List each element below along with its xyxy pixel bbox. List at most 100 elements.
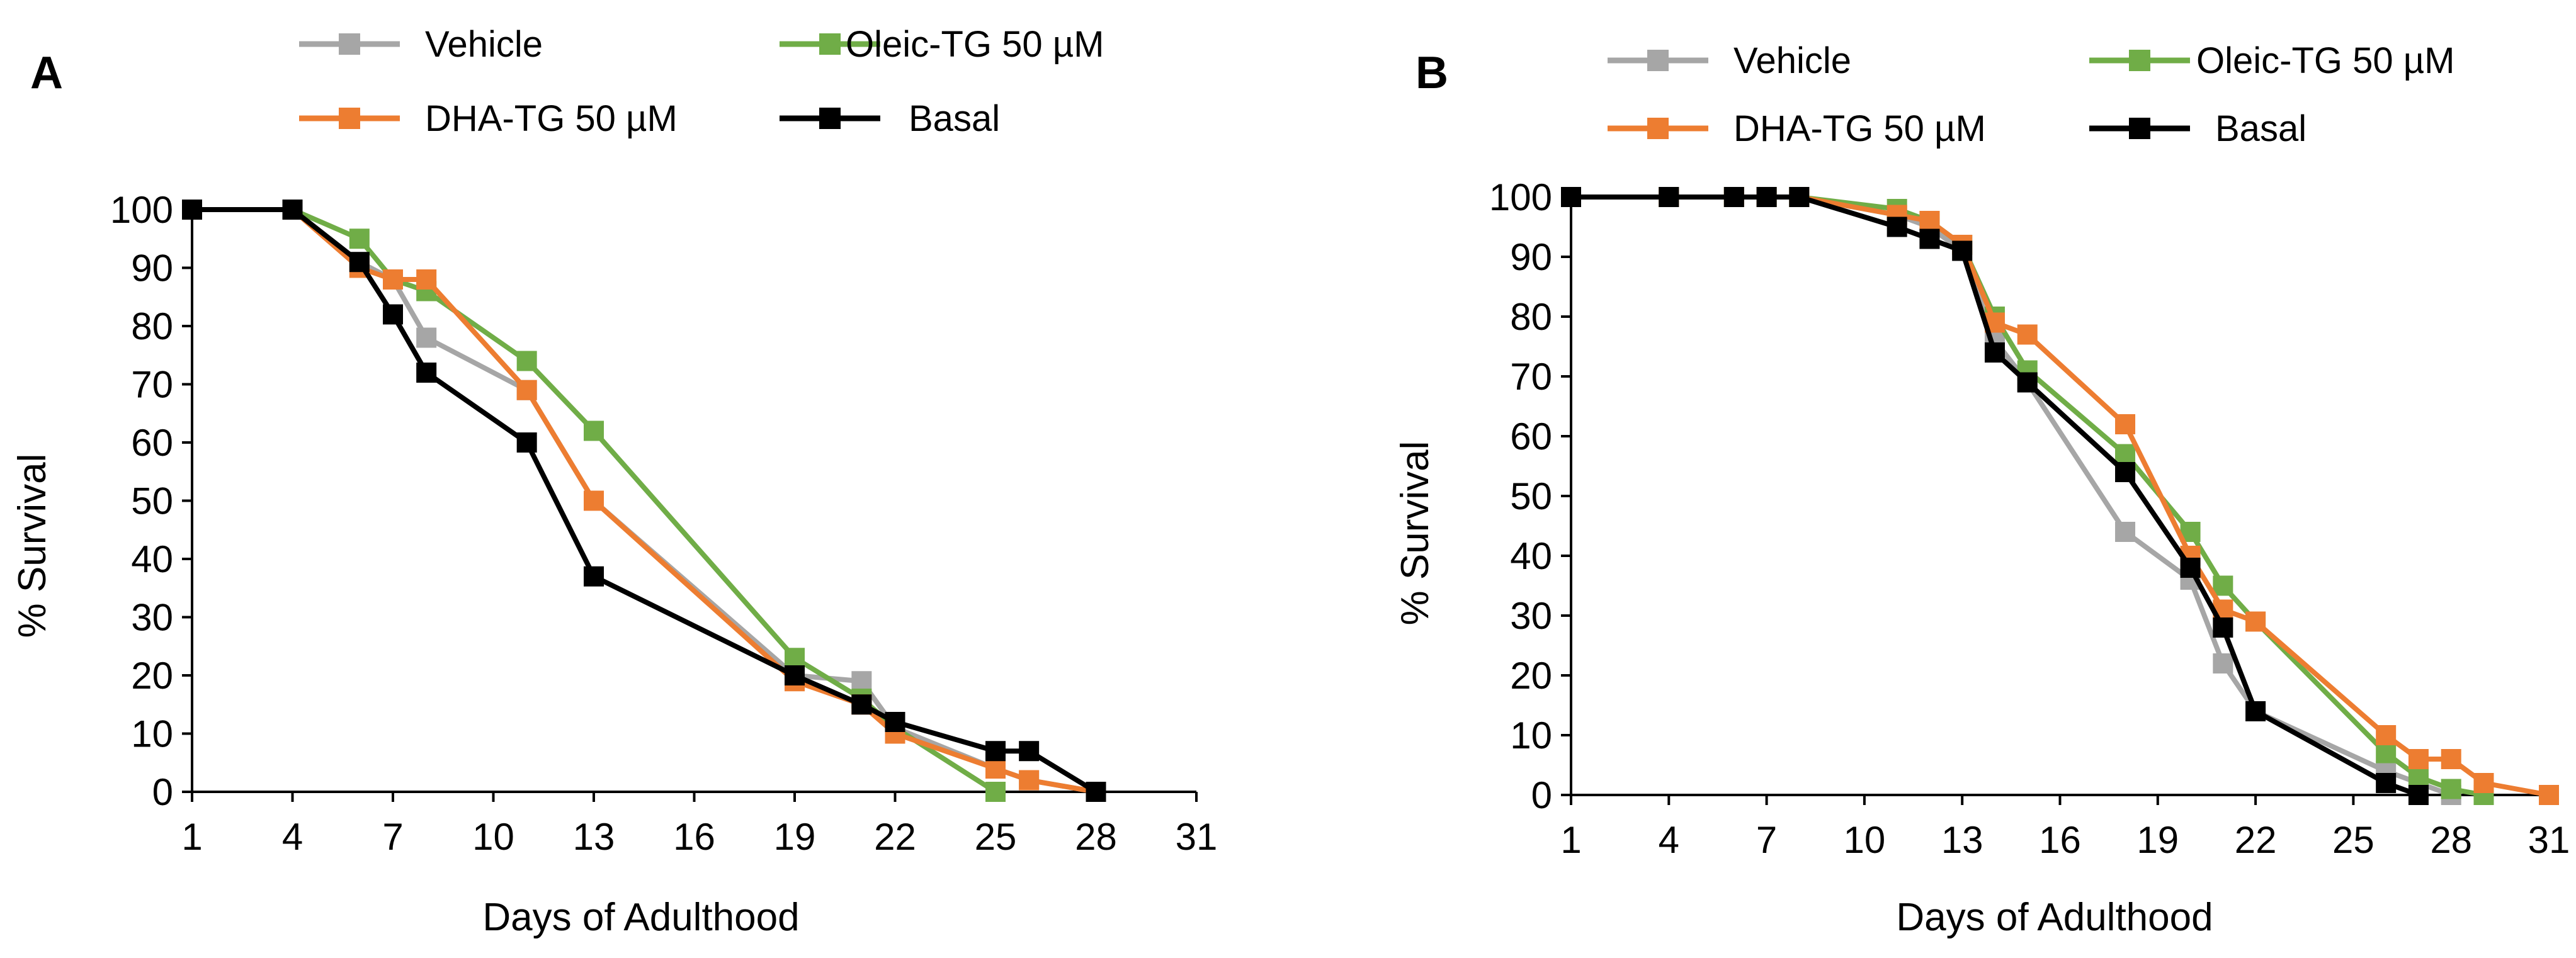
y-tick-label: 30: [131, 597, 173, 639]
y-tick-label: 60: [131, 422, 173, 464]
y-tick-label: 100: [110, 189, 173, 231]
legend-a: Vehicle Oleic-TG 50 µM DHA-TG 50 µM Basa…: [299, 24, 1104, 139]
data-point-dha: [2539, 785, 2559, 805]
legend-item-basal: Basal: [2089, 108, 2306, 149]
x-tick-label: 16: [2039, 819, 2081, 861]
data-point-basal: [1984, 342, 2005, 363]
data-point-basal: [1789, 187, 1810, 207]
data-point-oleic: [516, 351, 537, 371]
data-point-basal: [1952, 240, 1973, 261]
y-tick-label: 40: [1510, 535, 1552, 577]
y-tick-label: 20: [1510, 655, 1552, 697]
x-tick-label: 13: [1941, 819, 1983, 861]
data-point-basal: [349, 252, 370, 273]
data-point-basal: [1887, 217, 1907, 237]
x-tick-label: 19: [2136, 819, 2179, 861]
x-tick-label: 4: [282, 816, 303, 858]
data-point-dha: [2245, 611, 2266, 632]
data-point-basal: [1723, 187, 1744, 207]
x-tick-label: 31: [2528, 819, 2570, 861]
series-line-vehicle: [192, 207, 1097, 794]
data-point-vehicle: [2115, 522, 2136, 542]
y-axis-title-b: % Survival: [1393, 441, 1437, 626]
legend-item-dha: DHA-TG 50 µM: [299, 98, 678, 139]
legend-label-basal: Basal: [909, 98, 1000, 139]
data-point-basal: [1919, 228, 1940, 249]
panel-label-b: B: [1416, 48, 1448, 98]
x-tick-label: 16: [673, 816, 715, 858]
x-tick-label: 25: [975, 816, 1017, 858]
data-point-dha: [2115, 414, 2136, 434]
data-point-oleic: [985, 782, 1006, 802]
series-vehicle: [1561, 187, 2461, 805]
data-point-basal: [2376, 773, 2397, 793]
x-tick-label: 31: [1176, 816, 1218, 858]
series-line-dha: [1571, 194, 2550, 797]
data-point-dha: [2376, 725, 2397, 745]
y-tick-label: 70: [131, 364, 173, 406]
x-tick-label: 28: [2430, 819, 2472, 861]
legend-label-basal: Basal: [2215, 108, 2306, 149]
data-point-vehicle: [851, 671, 872, 692]
plot-area-b: 0 10 20 30 40 50 60 70 80 90 100 1 4 7 10 13 16 19 22 25 28 3…: [1489, 176, 2570, 861]
y-axis-title-a: % Survival: [11, 454, 54, 638]
y-tick-label: 40: [131, 538, 173, 580]
y-tick-label: 0: [1531, 774, 1552, 816]
legend-marker-basal: [2129, 118, 2150, 139]
data-point-basal: [584, 566, 604, 587]
legend-item-vehicle: Vehicle: [299, 24, 543, 65]
legend-item-basal: Basal: [780, 98, 1000, 139]
x-tick-label: 25: [2332, 819, 2375, 861]
y-tick-label: 50: [131, 480, 173, 522]
legend-label-oleic: Oleic-TG 50 µM: [846, 24, 1104, 65]
y-tick-label: 20: [131, 655, 173, 697]
data-point-oleic: [584, 420, 604, 441]
data-point-basal: [1659, 187, 1679, 207]
series-line-basal: [1571, 194, 2420, 797]
data-point-dha: [2441, 749, 2461, 769]
y-tick-label: 50: [1510, 475, 1552, 517]
data-point-basal: [2213, 617, 2233, 638]
x-tick-label: 22: [2235, 819, 2277, 861]
data-point-basal: [416, 363, 437, 383]
data-point-dha: [383, 269, 403, 290]
data-point-dha: [2408, 749, 2429, 769]
legend-label-dha: DHA-TG 50 µM: [1733, 108, 1986, 149]
panel-label-a: A: [30, 48, 63, 98]
data-point-basal: [516, 432, 537, 453]
y-tick-label: 90: [131, 247, 173, 290]
data-point-basal: [785, 665, 805, 685]
x-tick-label: 10: [472, 816, 514, 858]
y-tick-label: 80: [131, 305, 173, 347]
legend-marker-oleic: [2129, 50, 2150, 71]
data-point-dha: [1019, 770, 1040, 791]
x-axis-title-b: Days of Adulthood: [1896, 896, 2213, 939]
series-line-dha: [192, 207, 1097, 794]
series-basal: [1561, 187, 2429, 805]
legend-marker-dha: [339, 108, 360, 129]
data-point-basal: [851, 694, 872, 715]
data-point-dha: [2473, 773, 2494, 793]
y-tick-label: 0: [152, 771, 173, 813]
y-tick-label: 10: [131, 713, 173, 755]
plot-area-a: 0 10 20 30 40 50 60 70 80 90 100 1 4 7 10 13 16 19 22 25 28 3…: [110, 189, 1217, 858]
data-point-oleic: [785, 648, 805, 668]
legend-item-vehicle: Vehicle: [1608, 40, 1851, 81]
data-point-basal: [1019, 741, 1040, 762]
data-point-basal: [383, 304, 403, 325]
y-tick-label: 60: [1510, 415, 1552, 458]
data-point-basal: [985, 741, 1006, 762]
data-point-oleic: [2441, 779, 2461, 799]
data-point-vehicle: [416, 327, 437, 348]
x-tick-label: 19: [774, 816, 816, 858]
y-tick-label: 30: [1510, 595, 1552, 637]
data-point-oleic: [2115, 444, 2136, 465]
legend-item-oleic: Oleic-TG 50 µM: [780, 24, 1104, 65]
data-point-dha: [985, 758, 1006, 779]
x-tick-label: 7: [382, 816, 403, 858]
data-point-dha: [1919, 211, 1940, 231]
x-tick-label: 10: [1844, 819, 1886, 861]
data-point-oleic: [2376, 743, 2397, 764]
legend-marker-vehicle: [1647, 50, 1669, 71]
x-tick-label: 22: [874, 816, 916, 858]
